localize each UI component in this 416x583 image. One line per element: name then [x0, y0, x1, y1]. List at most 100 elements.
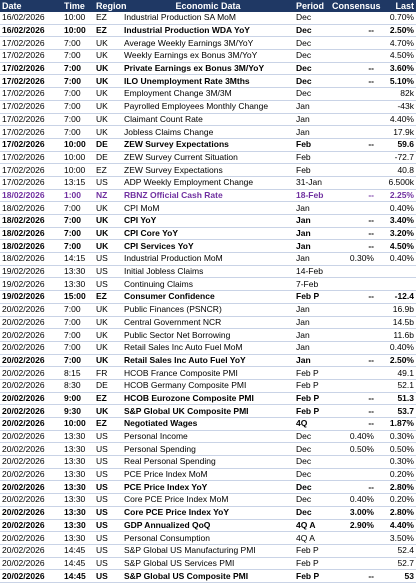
- table-row[interactable]: 20/02/2026 9:30 UK S&P Global UK Composite …: [0, 404, 416, 418]
- cell-period: Dec: [294, 74, 330, 89]
- table-row[interactable]: 17/02/2026 7:00 UK Employment Change 3M/3M D…: [0, 87, 416, 101]
- cell-region: EZ: [94, 24, 122, 38]
- cell-region: US: [94, 531, 122, 545]
- cell-period: Dec: [294, 12, 330, 25]
- table-row[interactable]: 18/02/2026 7:00 UK CPI Services YoY Jan -- 4.5…: [0, 239, 416, 254]
- cell-period: Jan: [294, 328, 330, 342]
- cell-period: 4Q: [294, 417, 330, 431]
- table-row[interactable]: 17/02/2026 10:00 DE ZEW Survey Expectations…: [0, 138, 416, 152]
- table-row[interactable]: 20/02/2026 13:30 US Real Personal Spending D…: [0, 455, 416, 469]
- col-header-region[interactable]: Region: [94, 0, 127, 12]
- table-row[interactable]: 18/02/2026 14:15 US Industrial Production M…: [0, 252, 416, 266]
- cell-period: 14-Feb: [294, 264, 330, 279]
- table-row[interactable]: 19/02/2026 15:00 EZ Consumer Confidence Feb …: [0, 290, 416, 304]
- table-row[interactable]: 20/02/2026 7:00 UK Central Government NCR Ja…: [0, 316, 416, 330]
- cell-last: [376, 264, 416, 279]
- cell-consensus: --: [330, 138, 376, 152]
- table-row[interactable]: 20/02/2026 14:45 US S&P Global US Manufactu…: [0, 544, 416, 558]
- cell-event: Retail Sales Inc Auto Fuel YoY: [122, 354, 294, 368]
- cell-period: 31-Jan: [294, 176, 330, 190]
- table-row[interactable]: 20/02/2026 8:30 DE HCOB Germany Composite P…: [0, 379, 416, 393]
- cell-consensus: [330, 201, 376, 215]
- cell-date: 20/02/2026: [0, 341, 62, 355]
- cell-period: Feb P: [294, 379, 330, 393]
- table-row[interactable]: 17/02/2026 7:00 UK ILO Unemployment Rate 3M…: [0, 74, 416, 89]
- cell-last: 52.4: [376, 544, 416, 558]
- table-row[interactable]: 18/02/2026 7:00 UK CPI YoY Jan -- 3.40%: [0, 214, 416, 228]
- table-row[interactable]: 17/02/2026 7:00 UK Claimant Count Rate Jan 4.…: [0, 113, 416, 127]
- col-header-last[interactable]: Last: [376, 0, 416, 12]
- table-row[interactable]: 17/02/2026 7:00 UK Jobless Claims Change Jan…: [0, 125, 416, 139]
- cell-last: 0.20%: [376, 468, 416, 482]
- table-row[interactable]: 16/02/2026 10:00 EZ Industrial Production W…: [0, 24, 416, 38]
- table-row[interactable]: 19/02/2026 13:30 US Continuing Claims 7-Feb: [0, 277, 416, 292]
- cell-event: Personal Spending: [122, 442, 294, 457]
- table-row[interactable]: 20/02/2026 13:30 US PCE Price Index MoM Dec 0…: [0, 468, 416, 482]
- cell-consensus: [330, 176, 376, 190]
- table-row[interactable]: 19/02/2026 13:30 US Initial Jobless Claims 1…: [0, 264, 416, 279]
- table-row[interactable]: 17/02/2026 7:00 UK Weekly Earnings ex Bonus…: [0, 49, 416, 63]
- cell-time: 14:45: [62, 557, 94, 571]
- col-header-time[interactable]: Time: [62, 0, 94, 12]
- cell-consensus: [330, 468, 376, 482]
- cell-region: UK: [94, 49, 122, 63]
- cell-event: PCE Price Index YoY: [122, 480, 294, 495]
- cell-last: 5.10%: [376, 74, 416, 89]
- table-row[interactable]: 17/02/2026 10:00 DE ZEW Survey Current Situ…: [0, 151, 416, 165]
- cell-time: 7:00: [62, 316, 94, 330]
- cell-last: 0.30%: [376, 455, 416, 469]
- table-row[interactable]: 20/02/2026 8:15 FR HCOB France Composite PM…: [0, 366, 416, 380]
- cell-region: US: [94, 519, 122, 533]
- cell-event: Retail Sales Inc Auto Fuel MoM: [122, 341, 294, 355]
- table-row[interactable]: 17/02/2026 10:00 EZ ZEW Survey Expectations…: [0, 163, 416, 177]
- cell-time: 7:00: [62, 87, 94, 101]
- table-row[interactable]: 20/02/2026 7:00 UK Public Finances (PSNCR) J…: [0, 302, 416, 317]
- table-row[interactable]: 20/02/2026 7:00 UK Public Sector Net Borrow…: [0, 328, 416, 342]
- cell-last: 3.60%: [376, 62, 416, 76]
- table-row[interactable]: 20/02/2026 14:45 US S&P Global US Composite…: [0, 569, 416, 583]
- table-row[interactable]: 16/02/2026 10:00 EZ Industrial Production S…: [0, 12, 416, 25]
- cell-region: EZ: [94, 417, 122, 431]
- table-row[interactable]: 17/02/2026 7:00 UK Average Weekly Earnings …: [0, 36, 416, 51]
- cell-region: DE: [94, 138, 122, 152]
- cell-event: PCE Price Index MoM: [122, 468, 294, 482]
- col-header-date[interactable]: Date: [0, 0, 62, 12]
- cell-date: 20/02/2026: [0, 442, 62, 457]
- cell-time: 7:00: [62, 100, 94, 114]
- table-row[interactable]: 20/02/2026 7:00 UK Retail Sales Inc Auto Fu…: [0, 354, 416, 368]
- col-header-event[interactable]: Economic Data: [122, 0, 294, 12]
- table-row[interactable]: 20/02/2026 14:45 US S&P Global US Services …: [0, 557, 416, 571]
- table-row[interactable]: 20/02/2026 7:00 UK Retail Sales Inc Auto Fu…: [0, 341, 416, 355]
- col-header-consensus[interactable]: Consensus: [330, 0, 381, 12]
- table-row[interactable]: 18/02/2026 7:00 UK CPI Core YoY Jan -- 3.20%: [0, 227, 416, 241]
- table-row[interactable]: 17/02/2026 7:00 UK Payrolled Employees Mont…: [0, 100, 416, 114]
- cell-last: 53.7: [376, 404, 416, 418]
- cell-region: EZ: [94, 163, 122, 177]
- table-row[interactable]: 20/02/2026 13:30 US PCE Price Index YoY Dec -…: [0, 480, 416, 495]
- table-row[interactable]: 20/02/2026 13:30 US Core PCE Price Index Mo…: [0, 493, 416, 507]
- table-row[interactable]: 18/02/2026 1:00 NZ RBNZ Official Cash Rate 1…: [0, 188, 416, 203]
- cell-region: UK: [94, 328, 122, 342]
- cell-period: Jan: [294, 125, 330, 139]
- cell-consensus: --: [330, 392, 376, 406]
- cell-consensus: --: [330, 227, 376, 241]
- col-header-period[interactable]: Period: [294, 0, 330, 12]
- cell-consensus: --: [330, 239, 376, 254]
- cell-event: ILO Unemployment Rate 3Mths: [122, 74, 294, 89]
- cell-time: 15:00: [62, 290, 94, 304]
- table-row[interactable]: 20/02/2026 13:30 US Personal Income Dec 0.40%…: [0, 430, 416, 444]
- cell-region: UK: [94, 404, 122, 418]
- cell-event: Industrial Production MoM: [122, 252, 294, 266]
- table-row[interactable]: 20/02/2026 10:00 EZ Negotiated Wages 4Q -- 1.8…: [0, 417, 416, 431]
- table-row[interactable]: 20/02/2026 13:30 US Personal Spending Dec 0.5…: [0, 442, 416, 457]
- table-row[interactable]: 20/02/2026 9:00 EZ HCOB Eurozone Composite …: [0, 392, 416, 406]
- table-row[interactable]: 17/02/2026 13:15 US ADP Weekly Employment C…: [0, 176, 416, 190]
- table-row[interactable]: 20/02/2026 13:30 US Personal Consumption 4Q …: [0, 531, 416, 545]
- table-row[interactable]: 17/02/2026 7:00 UK Private Earnings ex Bonu…: [0, 62, 416, 76]
- cell-time: 13:30: [62, 277, 94, 292]
- cell-region: US: [94, 442, 122, 457]
- table-row[interactable]: 18/02/2026 7:00 UK CPI MoM Jan 0.40%: [0, 201, 416, 215]
- cell-last: 16.9b: [376, 302, 416, 317]
